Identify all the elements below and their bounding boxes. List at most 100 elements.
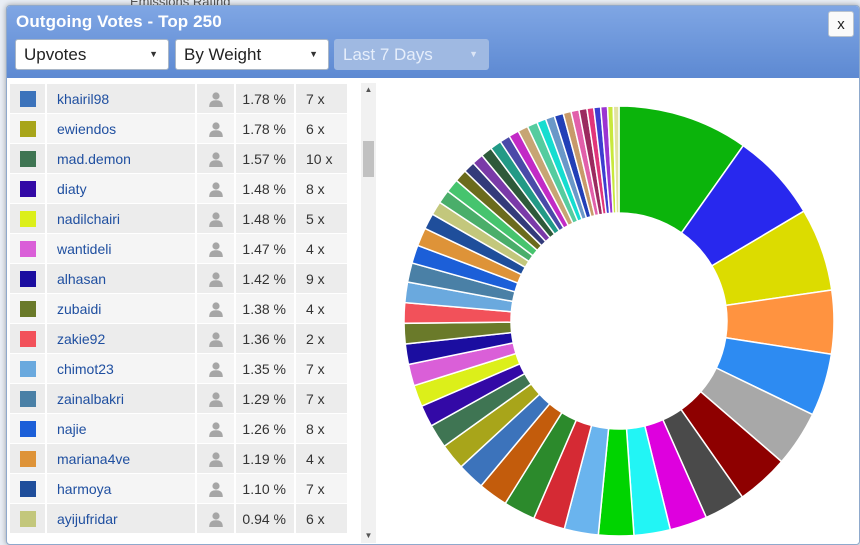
user-icon[interactable]	[208, 91, 224, 107]
dialog-header: Outgoing Votes - Top 250 x Upvotes ▼ By …	[7, 6, 859, 78]
donut-chart	[403, 105, 835, 537]
weight-percent: 1.10 %	[236, 474, 296, 503]
table-row: mad.demon 1.57 % 10 x	[10, 144, 347, 174]
name-cell: mad.demon	[47, 144, 197, 173]
weight-percent: 0.94 %	[236, 504, 296, 533]
color-swatch	[19, 450, 36, 467]
user-icon[interactable]	[208, 271, 224, 287]
list-scrollbar[interactable]: ▲ ▼	[361, 83, 376, 543]
voter-name-link[interactable]: ewiendos	[57, 120, 117, 137]
name-cell: zubaidi	[47, 294, 197, 323]
period-value: Last 7 Days	[343, 45, 433, 64]
color-swatch	[19, 360, 36, 377]
voter-name-link[interactable]: zainalbakri	[57, 390, 124, 407]
profile-cell	[197, 474, 236, 503]
period-select: Last 7 Days ▼	[334, 39, 489, 70]
vote-count: 7 x	[306, 90, 325, 107]
user-icon[interactable]	[208, 391, 224, 407]
sort-value: By Weight	[184, 45, 262, 64]
table-row: khairil98 1.78 % 7 x	[10, 84, 347, 114]
voter-name-link[interactable]: najie	[57, 420, 87, 437]
vote-count: 8 x	[306, 420, 325, 437]
name-cell: ewiendos	[47, 114, 197, 143]
profile-cell	[197, 504, 236, 533]
voter-name-link[interactable]: wantideli	[57, 240, 112, 257]
name-cell: wantideli	[47, 234, 197, 263]
color-swatch	[19, 330, 36, 347]
vote-type-value: Upvotes	[24, 45, 87, 64]
table-row: diaty 1.48 % 8 x	[10, 174, 347, 204]
voter-name-link[interactable]: chimot23	[57, 360, 114, 377]
weight-percent: 1.78 %	[236, 84, 296, 113]
vote-type-select[interactable]: Upvotes ▼	[15, 39, 169, 70]
close-button[interactable]: x	[828, 11, 854, 37]
dialog-title: Outgoing Votes - Top 250	[16, 12, 222, 31]
profile-cell	[197, 414, 236, 443]
swatch-cell	[10, 474, 47, 503]
voter-name-link[interactable]: diaty	[57, 180, 87, 197]
user-icon[interactable]	[208, 211, 224, 227]
user-icon[interactable]	[208, 421, 224, 437]
scroll-down-icon[interactable]: ▼	[364, 531, 373, 540]
user-icon[interactable]	[208, 361, 224, 377]
user-icon[interactable]	[208, 121, 224, 137]
user-icon[interactable]	[208, 181, 224, 197]
chevron-down-icon: ▼	[309, 49, 318, 59]
profile-cell	[197, 174, 236, 203]
user-icon[interactable]	[208, 241, 224, 257]
profile-cell	[197, 324, 236, 353]
pie-slice[interactable]	[612, 105, 620, 214]
profile-cell	[197, 144, 236, 173]
voter-name-link[interactable]: harmoya	[57, 480, 112, 497]
swatch-cell	[10, 444, 47, 473]
swatch-cell	[10, 234, 47, 263]
vote-count: 4 x	[306, 450, 325, 467]
color-swatch	[19, 510, 36, 527]
voter-name-link[interactable]: mariana4ve	[57, 450, 131, 467]
name-cell: ayijufridar	[47, 504, 197, 533]
chart-panel	[378, 78, 859, 544]
color-swatch	[19, 120, 36, 137]
scroll-up-icon[interactable]: ▲	[364, 85, 373, 94]
weight-percent: 1.36 %	[236, 324, 296, 353]
weight-percent: 1.47 %	[236, 234, 296, 263]
user-icon[interactable]	[208, 151, 224, 167]
swatch-cell	[10, 354, 47, 383]
swatch-cell	[10, 414, 47, 443]
user-icon[interactable]	[208, 331, 224, 347]
voter-name-link[interactable]: ayijufridar	[57, 510, 118, 527]
color-swatch	[19, 390, 36, 407]
voter-name-link[interactable]: mad.demon	[57, 150, 131, 167]
color-swatch	[19, 300, 36, 317]
vote-count: 6 x	[306, 510, 325, 527]
swatch-cell	[10, 114, 47, 143]
name-cell: chimot23	[47, 354, 197, 383]
name-cell: khairil98	[47, 84, 197, 113]
user-icon[interactable]	[208, 451, 224, 467]
vote-count: 6 x	[306, 120, 325, 137]
profile-cell	[197, 444, 236, 473]
vote-count: 7 x	[306, 390, 325, 407]
weight-percent: 1.42 %	[236, 264, 296, 293]
scroll-thumb[interactable]	[363, 141, 374, 177]
table-row: najie 1.26 % 8 x	[10, 414, 347, 444]
swatch-cell	[10, 264, 47, 293]
color-swatch	[19, 90, 36, 107]
sort-select[interactable]: By Weight ▼	[175, 39, 329, 70]
user-icon[interactable]	[208, 511, 224, 527]
table-row: wantideli 1.47 % 4 x	[10, 234, 347, 264]
name-cell: zainalbakri	[47, 384, 197, 413]
profile-cell	[197, 204, 236, 233]
voter-name-link[interactable]: zakie92	[57, 330, 106, 347]
voter-name-link[interactable]: khairil98	[57, 90, 110, 107]
background-page-text: Emissions Rating	[130, 0, 339, 9]
voter-name-link[interactable]: nadilchairi	[57, 210, 121, 227]
user-icon[interactable]	[208, 301, 224, 317]
table-row: zainalbakri 1.29 % 7 x	[10, 384, 347, 414]
voter-name-link[interactable]: zubaidi	[57, 300, 102, 317]
voter-name-link[interactable]: alhasan	[57, 270, 107, 287]
table-row: ewiendos 1.78 % 6 x	[10, 114, 347, 144]
chevron-down-icon: ▼	[469, 49, 478, 59]
profile-cell	[197, 114, 236, 143]
user-icon[interactable]	[208, 481, 224, 497]
